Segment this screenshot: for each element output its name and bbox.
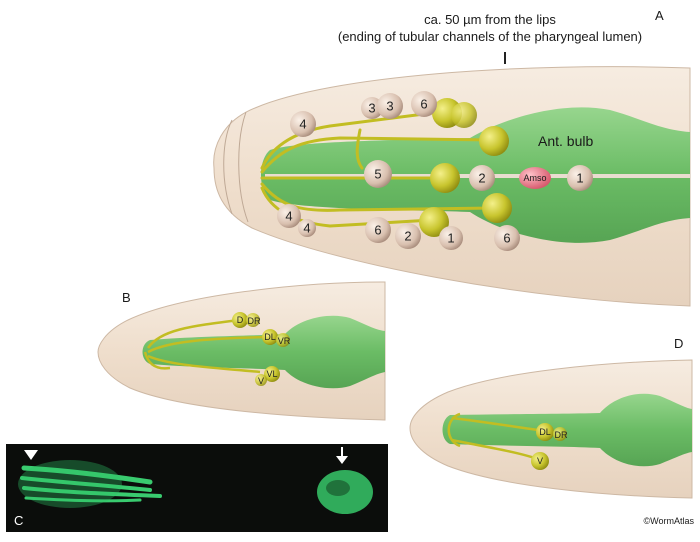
arrow-marker	[336, 447, 348, 464]
nucleus-label-6: 2	[478, 171, 485, 186]
panel-a: Amso Ant. bulb 3 3 645 2 144 6 2 1 6	[213, 66, 691, 307]
credit-text: ©WormAtlas	[644, 516, 695, 526]
label-dr: DR	[248, 316, 261, 326]
nucleus-11	[395, 223, 421, 249]
nucleus-6	[469, 165, 495, 191]
lip-region-a	[223, 111, 249, 223]
neuron-d-dr	[553, 427, 567, 441]
amphid-neuron-3	[479, 126, 509, 156]
cell-body-cluster-inner	[326, 480, 350, 496]
nucleus-label-12: 1	[447, 231, 454, 246]
nucleus-3	[411, 91, 437, 117]
panel-d: DL DR V	[409, 359, 693, 499]
label-d: D	[237, 315, 244, 325]
nucleus-label-10: 6	[374, 223, 381, 238]
nucleus-8	[277, 204, 301, 228]
amphid-neuron-2	[451, 102, 477, 128]
nucleus-13	[494, 225, 520, 251]
nucleus-4	[290, 111, 316, 137]
amso-cell	[519, 167, 551, 189]
nucleus-12	[439, 226, 463, 250]
panel-label-b: B	[122, 290, 131, 305]
nucleus-label-11: 2	[404, 229, 411, 244]
nucleus-label-1: 3	[368, 101, 375, 116]
neuron-vl	[264, 366, 280, 382]
nucleus-label-8: 4	[285, 209, 292, 224]
pharynx-b	[142, 315, 385, 389]
nucleus-label-5: 5	[374, 167, 381, 182]
label-d-dl: DL	[539, 427, 551, 437]
nucleus-label-4: 4	[299, 117, 306, 132]
nucleus-label-13: 6	[503, 231, 510, 246]
arrowhead-marker	[24, 450, 38, 460]
neuron-dr	[246, 313, 260, 327]
neuron-processes-b	[143, 318, 271, 374]
neuron-d	[232, 312, 248, 328]
neuron-dl	[262, 329, 278, 345]
ant-bulb-label: Ant. bulb	[538, 133, 593, 149]
nucleus-7	[567, 165, 593, 191]
amso-label: Amso	[523, 173, 546, 183]
panel-label-a: A	[655, 8, 664, 23]
panel-c	[6, 444, 388, 532]
fluorescent-dendrites	[20, 465, 162, 503]
nucleus-10	[365, 217, 391, 243]
header-line2: (ending of tubular channels of the phary…	[338, 29, 642, 44]
panel-label-c: C	[14, 513, 23, 528]
neuron-vr	[276, 333, 290, 347]
nucleus-label-3: 6	[420, 97, 427, 112]
amphid-neuron-6	[419, 207, 449, 237]
label-vr: VR	[278, 336, 291, 346]
panel-label-d: D	[674, 336, 683, 351]
neuron-d-v	[531, 452, 549, 470]
amphid-neuron-4	[430, 163, 460, 193]
panel-b: D DR DL VR VL V	[97, 281, 386, 421]
nucleus-label-9: 4	[303, 221, 310, 236]
neuron-d-dl	[536, 423, 554, 441]
neuron-v	[255, 374, 267, 386]
label-vl: VL	[266, 369, 277, 379]
nuclei-a: 3 3 645 2 144 6 2 1 6	[277, 91, 593, 251]
pharynx-d	[442, 393, 692, 467]
label-d-dr: DR	[555, 430, 568, 440]
label-dl: DL	[264, 332, 276, 342]
nucleus-2	[377, 93, 403, 119]
nucleus-5	[364, 160, 392, 188]
nucleus-label-7: 1	[576, 171, 583, 186]
label-d-v: V	[537, 456, 543, 466]
amphid-sheath-blob	[18, 460, 122, 508]
label-v: V	[258, 376, 264, 386]
nucleus-9	[298, 219, 316, 237]
amphid-neuron-5	[482, 193, 512, 223]
nucleus-label-2: 3	[386, 99, 393, 114]
header-line1: ca. 50 µm from the lips	[424, 12, 556, 27]
